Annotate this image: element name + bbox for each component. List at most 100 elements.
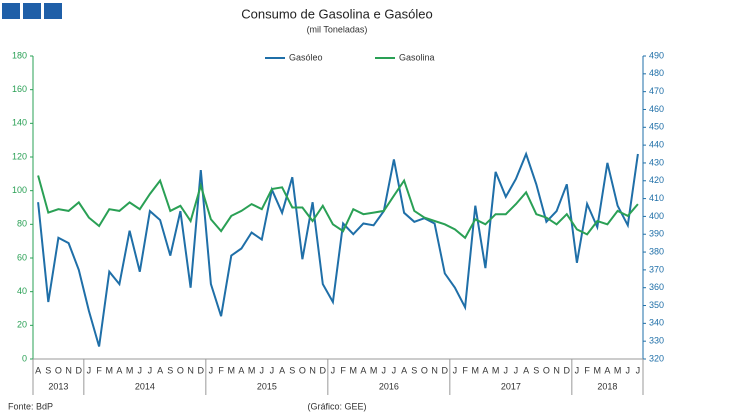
x-tick-label: J <box>504 365 509 375</box>
x-tick-label: J <box>87 365 92 375</box>
y-tick-label: 100 <box>12 185 27 195</box>
x-tick-label: A <box>360 365 366 375</box>
x-tick-label: M <box>594 365 602 375</box>
x-tick-label: F <box>96 365 102 375</box>
series-line <box>37 175 639 240</box>
logo-square <box>23 3 41 19</box>
y-tick-label: 160 <box>12 84 27 94</box>
x-tick-label: A <box>35 365 41 375</box>
legend-label: Gasóleo <box>289 52 323 62</box>
x-tick-label: M <box>614 365 622 375</box>
x-tick-label: J <box>392 365 397 375</box>
x-tick-label: N <box>553 365 560 375</box>
x-tick-label: S <box>45 365 51 375</box>
x-tick-label: O <box>299 365 306 375</box>
x-tick-label: M <box>350 365 358 375</box>
logo-square <box>2 3 20 19</box>
x-tick-label: A <box>116 365 122 375</box>
x-tick-label: D <box>564 365 571 375</box>
y2-tick-label: 400 <box>649 211 664 221</box>
y-tick-label: 120 <box>12 151 27 161</box>
year-label: 2018 <box>597 381 617 391</box>
x-tick-label: A <box>482 365 488 375</box>
x-tick-label: S <box>167 365 173 375</box>
x-tick-label: J <box>514 365 519 375</box>
y2-tick-label: 360 <box>649 282 664 292</box>
y2-tick-label: 410 <box>649 193 664 203</box>
x-tick-label: J <box>636 365 641 375</box>
y2-tick-label: 370 <box>649 264 664 274</box>
y-tick-label: 140 <box>12 118 27 128</box>
x-tick-label: O <box>421 365 428 375</box>
y-tick-label: 80 <box>17 219 27 229</box>
y-tick-label: 0 <box>22 353 27 363</box>
y2-tick-label: 340 <box>649 318 664 328</box>
year-label: 2015 <box>257 381 277 391</box>
x-tick-label: A <box>238 365 244 375</box>
y2-tick-label: 320 <box>649 353 664 363</box>
x-tick-label: F <box>462 365 468 375</box>
x-tick-label: M <box>126 365 134 375</box>
x-tick-label: J <box>260 365 265 375</box>
x-tick-label: D <box>198 365 205 375</box>
x-tick-label: N <box>431 365 438 375</box>
year-label: 2014 <box>135 381 155 391</box>
x-tick-label: F <box>218 365 224 375</box>
series-line <box>37 151 639 347</box>
source: Fonte: BdP <box>8 401 53 411</box>
x-tick-label: J <box>453 365 458 375</box>
y2-tick-label: 330 <box>649 336 664 346</box>
x-tick-label: S <box>533 365 539 375</box>
x-tick-label: J <box>270 365 275 375</box>
x-tick-label: S <box>411 365 417 375</box>
x-tick-label: F <box>584 365 590 375</box>
x-tick-label: J <box>626 365 631 375</box>
x-tick-label: A <box>401 365 407 375</box>
x-tick-label: D <box>320 365 327 375</box>
x-tick-label: N <box>309 365 316 375</box>
x-tick-label: D <box>442 365 449 375</box>
x-tick-label: J <box>209 365 214 375</box>
x-tick-label: M <box>370 365 378 375</box>
x-tick-label: J <box>138 365 143 375</box>
y2-tick-label: 420 <box>649 175 664 185</box>
x-tick-label: M <box>472 365 480 375</box>
year-label: 2017 <box>501 381 521 391</box>
legend-label: Gasolina <box>399 52 435 62</box>
x-tick-label: O <box>55 365 62 375</box>
x-tick-label: M <box>106 365 114 375</box>
x-tick-label: N <box>65 365 72 375</box>
x-tick-label: J <box>331 365 336 375</box>
x-tick-label: M <box>228 365 236 375</box>
y2-tick-label: 380 <box>649 246 664 256</box>
chart-title: Consumo de Gasolina e Gasóleo <box>241 6 433 21</box>
x-tick-label: A <box>523 365 529 375</box>
x-tick-label: D <box>76 365 83 375</box>
y-tick-label: 40 <box>17 286 27 296</box>
y2-tick-label: 470 <box>649 86 664 96</box>
y2-tick-label: 450 <box>649 122 664 132</box>
x-tick-label: S <box>289 365 295 375</box>
y2-tick-label: 350 <box>649 300 664 310</box>
x-tick-label: O <box>177 365 184 375</box>
x-tick-label: M <box>248 365 256 375</box>
x-tick-label: A <box>279 365 285 375</box>
year-label: 2013 <box>48 381 68 391</box>
x-tick-label: A <box>604 365 610 375</box>
y2-tick-label: 390 <box>649 229 664 239</box>
chart-subtitle: (mil Toneladas) <box>307 24 368 34</box>
y2-tick-label: 430 <box>649 157 664 167</box>
x-tick-label: J <box>382 365 387 375</box>
y2-tick-label: 460 <box>649 104 664 114</box>
y2-tick-label: 490 <box>649 50 664 60</box>
x-tick-label: J <box>575 365 580 375</box>
x-tick-label: M <box>492 365 500 375</box>
y-tick-label: 20 <box>17 320 27 330</box>
y2-tick-label: 480 <box>649 68 664 78</box>
x-tick-label: A <box>157 365 163 375</box>
x-tick-label: F <box>340 365 346 375</box>
credit: (Gráfico: GEE) <box>307 401 366 411</box>
year-label: 2016 <box>379 381 399 391</box>
x-tick-label: N <box>187 365 194 375</box>
